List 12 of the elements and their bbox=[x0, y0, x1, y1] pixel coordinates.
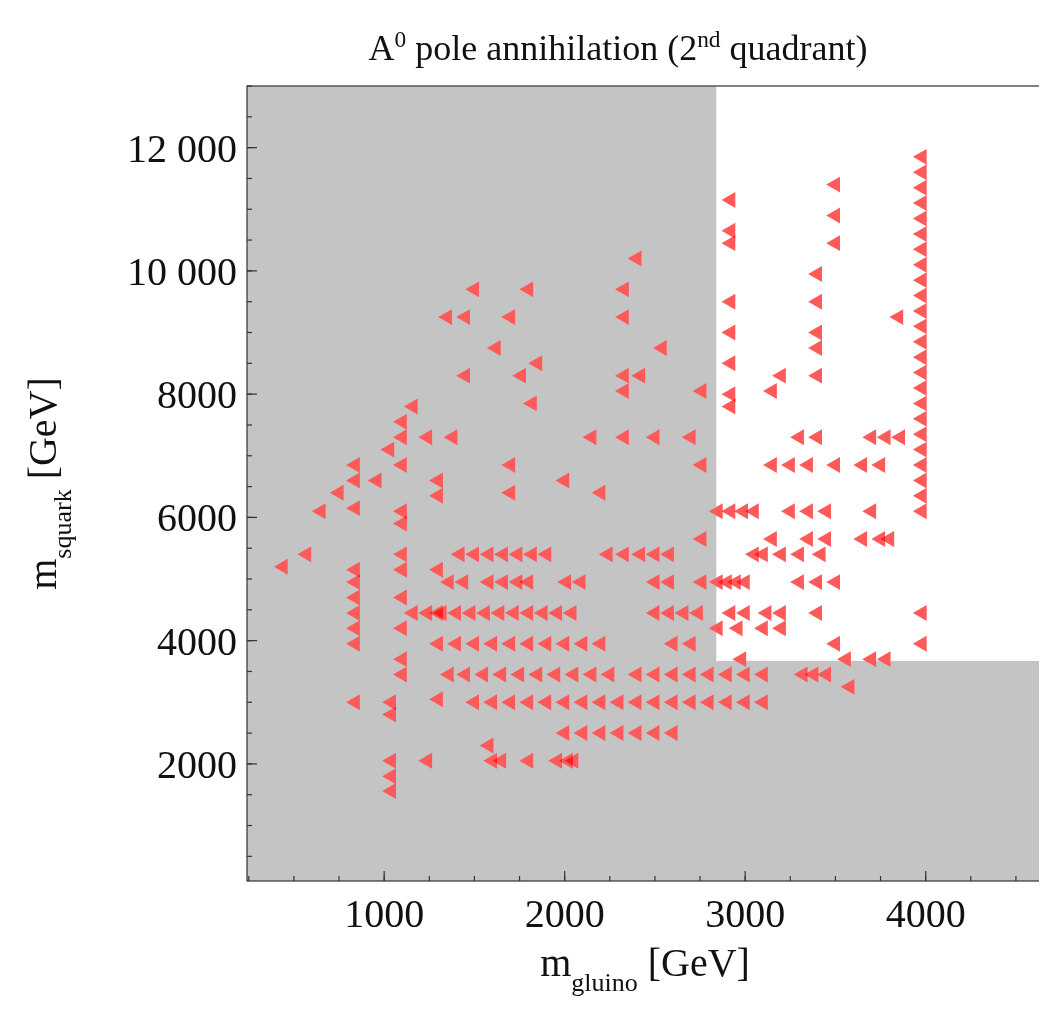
y-tick-label: 8000 bbox=[157, 372, 237, 418]
x-tick-label: 4000 bbox=[885, 891, 966, 936]
x-axis-title: m$_{gluino}$ [GeV] bbox=[540, 940, 750, 997]
y-tick-label: 10 000 bbox=[127, 248, 237, 294]
y-tick-label: 12 000 bbox=[127, 125, 237, 171]
y-tick-label: 2000 bbox=[157, 741, 237, 787]
x-tick-label: 2000 bbox=[524, 891, 605, 936]
x-tick-label: 3000 bbox=[705, 891, 786, 936]
chart-title: A$^{0}$ pole annihilation (2$^{nd}$ quadrant) bbox=[368, 26, 868, 68]
y-tick-label: 6000 bbox=[157, 495, 237, 541]
x-tick-label: 1000 bbox=[344, 891, 425, 936]
y-tick-label: 4000 bbox=[157, 618, 237, 664]
